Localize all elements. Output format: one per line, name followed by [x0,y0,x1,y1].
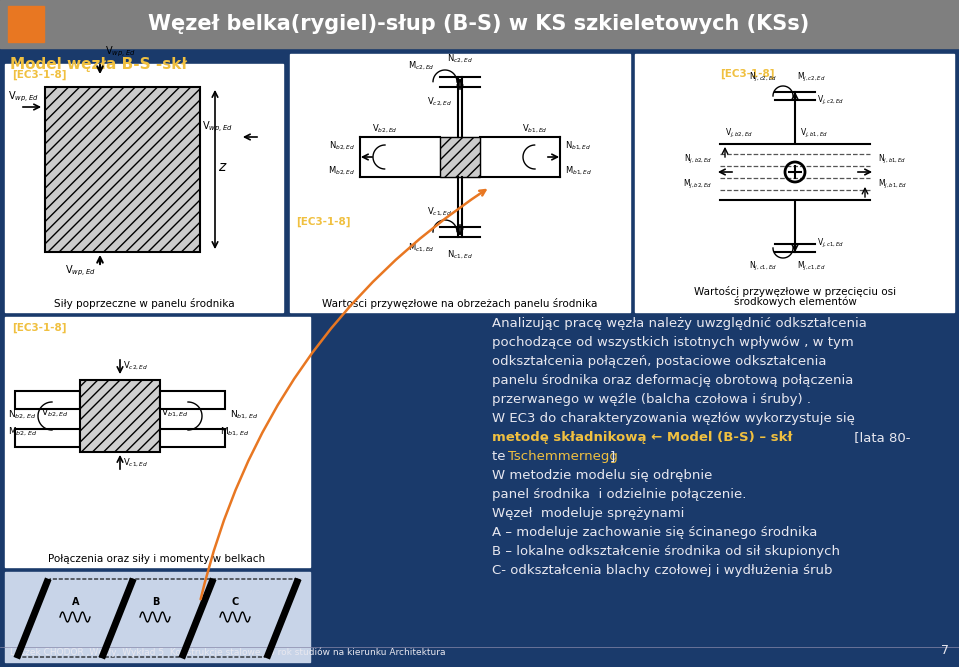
Bar [440,137,480,177]
Text: środkowych elementów: środkowych elementów [734,296,856,307]
Text: V$_{wp,Ed}$: V$_{wp,Ed}$ [202,120,233,134]
Text: N$_{c1,Ed}$: N$_{c1,Ed}$ [447,249,473,261]
Text: A – modeluje zachowanie się ścinanego środnika: A – modeluje zachowanie się ścinanego śr… [492,526,817,539]
Text: N$_{b1,Ed}$: N$_{b1,Ed}$ [565,139,592,152]
Text: M$_{j,b2,Ed}$: M$_{j,b2,Ed}$ [683,178,712,191]
Text: V$_{wp,Ed}$: V$_{wp,Ed}$ [64,264,95,278]
Text: V$_{j,c1,Ed}$: V$_{j,c1,Ed}$ [817,237,845,250]
Text: z: z [218,160,225,174]
Text: Wartości przywęzłowe w przecięciu osi: Wartości przywęzłowe w przecięciu osi [694,286,896,297]
Bar [8,6,44,42]
Text: V$_{wp,Ed}$: V$_{wp,Ed}$ [8,90,38,104]
Text: [EC3-1-8]: [EC3-1-8] [12,70,66,80]
Text: Analizując pracę węzła należy uwzględnić odkształcenia: Analizując pracę węzła należy uwzględnić… [492,317,867,330]
Bar [160,391,225,409]
Text: V$_{c1,Ed}$: V$_{c1,Ed}$ [427,206,452,218]
Text: 7: 7 [941,644,949,657]
Text: M$_{c1,Ed}$: M$_{c1,Ed}$ [409,242,435,254]
Text: M$_{b1,Ed}$: M$_{b1,Ed}$ [565,165,593,177]
Text: V$_{b1,Ed}$: V$_{b1,Ed}$ [522,123,548,135]
Bar [290,54,630,312]
Text: N$_{c2,Ed}$: N$_{c2,Ed}$ [447,53,473,65]
Bar [45,87,200,252]
Text: A: A [72,597,80,607]
Text: M$_{j,c1,Ed}$: M$_{j,c1,Ed}$ [797,260,826,273]
Text: Węzeł belka(rygiel)-słup (B-S) w KS szkieletowych (KSs): Węzeł belka(rygiel)-słup (B-S) w KS szki… [149,14,809,34]
Text: M$_{b2,Ed}$: M$_{b2,Ed}$ [8,426,37,438]
Text: B: B [152,597,159,607]
Text: Leszek CHODOR ,Węzły, Wykład 5  Konstrukcje stalowe , 3 rok studiów na kierunku : Leszek CHODOR ,Węzły, Wykład 5 Konstrukc… [10,648,446,657]
Text: N$_{b1,Ed}$: N$_{b1,Ed}$ [230,409,258,421]
Text: przerwanego w węźle (balcha czołowa i śruby) .: przerwanego w węźle (balcha czołowa i śr… [492,393,811,406]
Text: V$_{b1,Ed}$: V$_{b1,Ed}$ [161,407,189,419]
Text: N$_{j,c2,Ed}$: N$_{j,c2,Ed}$ [749,71,777,84]
Bar [15,391,80,409]
Bar [80,380,160,452]
Text: M$_{b2,Ed}$: M$_{b2,Ed}$ [328,165,355,177]
Text: C- odkształcenia blachy czołowej i wydłużenia śrub: C- odkształcenia blachy czołowej i wydłu… [492,564,832,577]
Text: V$_{j,b1,Ed}$: V$_{j,b1,Ed}$ [800,127,828,140]
Bar [0,0,959,48]
Bar [5,64,283,312]
Text: Wartości przywęzłowe na obrzeżach panelu środnika: Wartości przywęzłowe na obrzeżach panelu… [322,298,597,309]
Text: W metodzie modelu się odrębnie: W metodzie modelu się odrębnie [492,469,713,482]
Text: Model węzła B-S -skł: Model węzła B-S -skł [10,57,187,72]
Text: Siły poprzeczne w panelu środnika: Siły poprzeczne w panelu środnika [54,298,234,309]
Text: N$_{b2,Ed}$: N$_{b2,Ed}$ [329,139,355,152]
Text: V$_{j,b2,Ed}$: V$_{j,b2,Ed}$ [725,127,753,140]
Text: [EC3-1-8]: [EC3-1-8] [12,323,66,334]
Bar [635,54,954,312]
Bar [5,572,310,662]
Text: N$_{b2,Ed}$: N$_{b2,Ed}$ [8,409,36,421]
Text: B – lokalne odkształcenie środnika od sił skupionych: B – lokalne odkształcenie środnika od si… [492,545,840,558]
Text: V$_{c1,Ed}$: V$_{c1,Ed}$ [123,457,149,470]
Text: N$_{j,b1,Ed}$: N$_{j,b1,Ed}$ [878,153,906,166]
Text: Tschemmernegg: Tschemmernegg [508,450,618,463]
Text: Połączenia oraz siły i momenty w belkach: Połączenia oraz siły i momenty w belkach [49,554,266,564]
Text: pochodzące od wszystkich istotnych wpływów , w tym: pochodzące od wszystkich istotnych wpływ… [492,336,854,349]
Text: W EC3 do charakteryzowania węzłów wykorzystuje się: W EC3 do charakteryzowania węzłów wykorz… [492,412,854,425]
Text: metodę składnikową ← Model (B-S) – skł: metodę składnikową ← Model (B-S) – skł [492,431,792,444]
Text: V$_{j,c2,Ed}$: V$_{j,c2,Ed}$ [817,94,845,107]
Text: V$_{b2,Ed}$: V$_{b2,Ed}$ [41,407,69,419]
Text: N$_{j,c1,Ed}$: N$_{j,c1,Ed}$ [749,260,777,273]
Polygon shape [440,137,480,177]
Text: [EC3-1-8]: [EC3-1-8] [720,69,775,79]
Text: M$_{j,c2,Ed}$: M$_{j,c2,Ed}$ [797,71,826,84]
Text: N$_{j,b2,Ed}$: N$_{j,b2,Ed}$ [684,153,712,166]
Text: odkształcenia połączeń, postaciowe odkształcenia: odkształcenia połączeń, postaciowe odksz… [492,355,827,368]
Text: panelu środnika oraz deformację obrotową połączenia: panelu środnika oraz deformację obrotową… [492,374,854,387]
Text: C: C [232,597,239,607]
Bar [5,317,310,567]
Text: panel środnika  i odzielnie połączenie.: panel środnika i odzielnie połączenie. [492,488,746,501]
Text: te: te [492,450,510,463]
Text: [lata 80-: [lata 80- [850,431,910,444]
Text: M$_{c2,Ed}$: M$_{c2,Ed}$ [409,60,435,72]
Text: V$_{c2,Ed}$: V$_{c2,Ed}$ [427,96,452,108]
Bar [15,429,80,447]
Text: V$_{wp,Ed}$: V$_{wp,Ed}$ [105,45,136,59]
Text: [EC3-1-8]: [EC3-1-8] [296,217,350,227]
Text: M$_{b1,Ed}$: M$_{b1,Ed}$ [220,426,249,438]
Bar [160,429,225,447]
Text: Węzeł  modeluje sprężynami: Węzeł modeluje sprężynami [492,507,685,520]
Text: V$_{b2,Ed}$: V$_{b2,Ed}$ [372,123,398,135]
Text: ]: ] [610,450,616,463]
Text: M$_{j,b1,Ed}$: M$_{j,b1,Ed}$ [878,178,907,191]
Text: V$_{c2,Ed}$: V$_{c2,Ed}$ [123,360,149,372]
